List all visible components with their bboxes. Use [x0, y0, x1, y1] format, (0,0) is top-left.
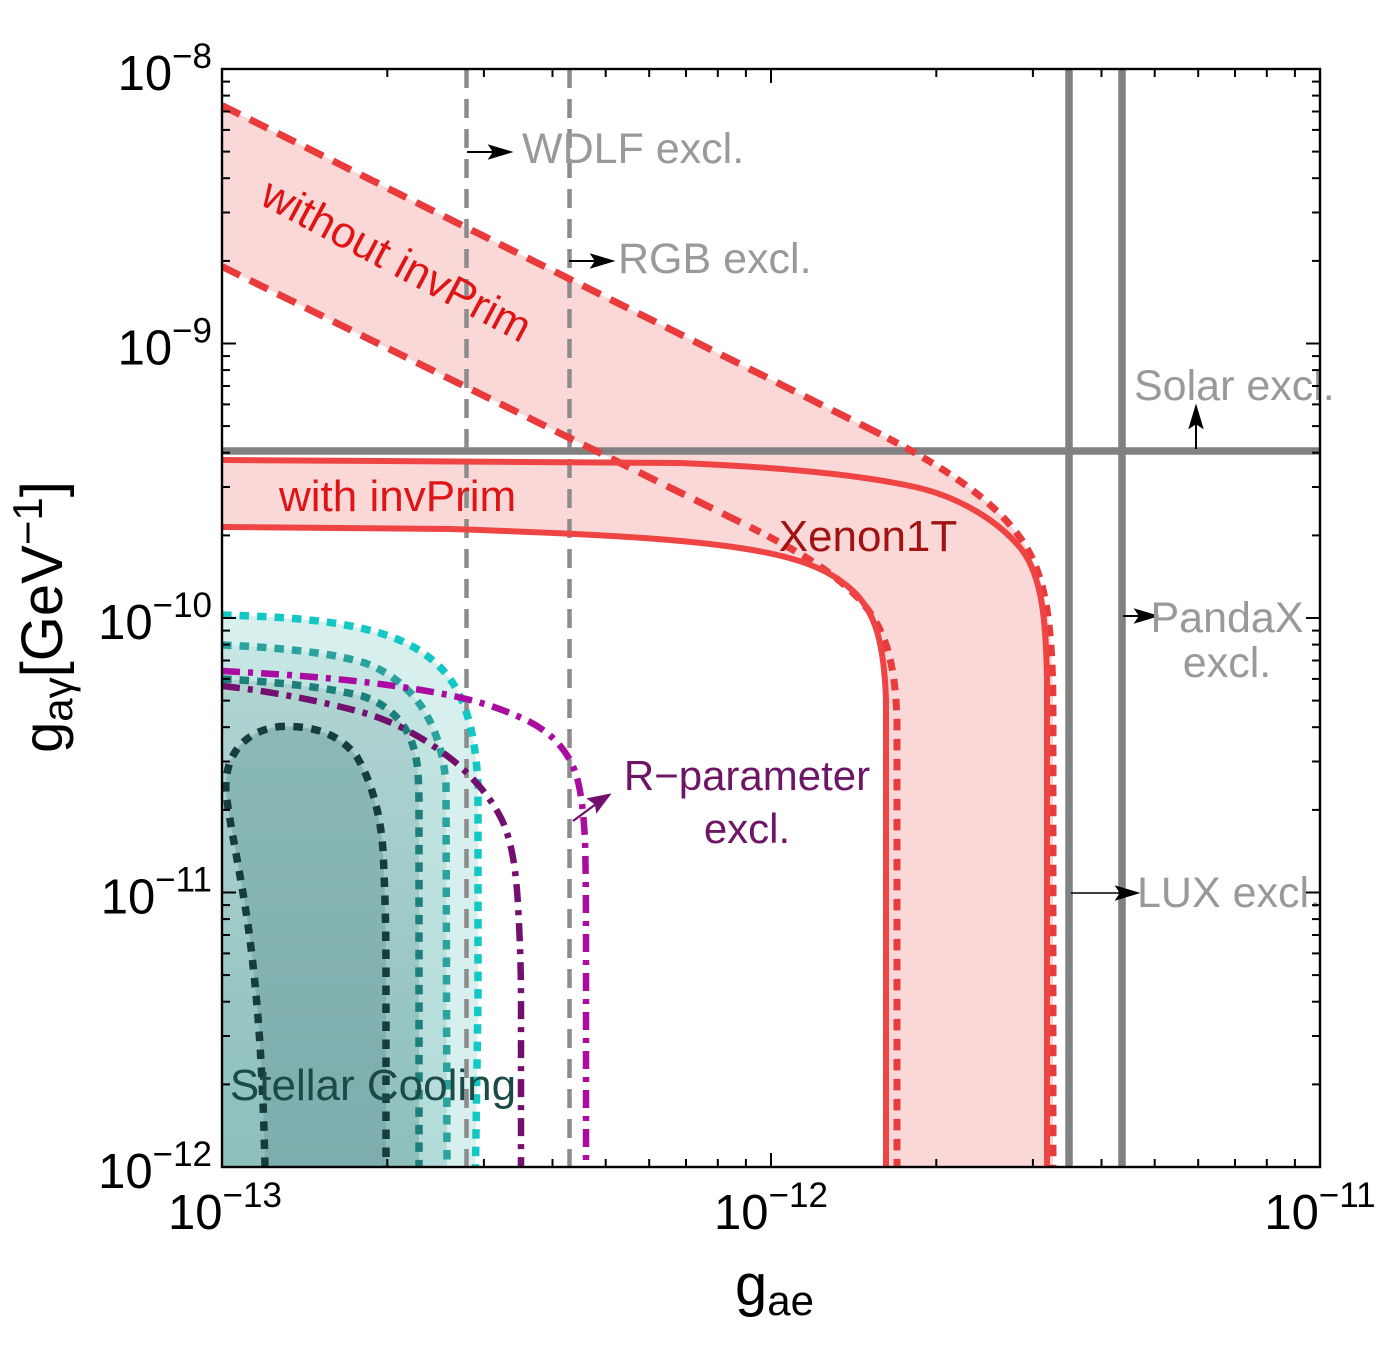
svg-text:10−11: 10−11: [1264, 1176, 1375, 1240]
svg-text:R−parameter: R−parameter: [624, 752, 870, 799]
svg-text:10−12: 10−12: [98, 1135, 212, 1199]
svg-text:10−9: 10−9: [118, 312, 212, 376]
svg-text:10−12: 10−12: [714, 1176, 828, 1240]
svg-text:excl.: excl.: [1183, 639, 1271, 687]
svg-text:Stellar Cooling: Stellar Cooling: [230, 1061, 516, 1110]
svg-text:Solar excl.: Solar excl.: [1134, 362, 1335, 410]
svg-text:10−10: 10−10: [98, 586, 212, 650]
svg-text:gaγ[GeV−1]: gaγ[GeV−1]: [4, 481, 81, 753]
svg-text:excl.: excl.: [704, 805, 790, 852]
svg-text:10−11: 10−11: [101, 861, 212, 925]
svg-text:PandaX: PandaX: [1150, 594, 1303, 642]
svg-text:gae: gae: [735, 1253, 814, 1324]
svg-text:10−13: 10−13: [168, 1176, 282, 1240]
svg-text:with invPrim: with invPrim: [278, 472, 516, 521]
svg-text:LUX excl.: LUX excl.: [1137, 869, 1321, 917]
svg-text:Xenon1T: Xenon1T: [779, 512, 958, 561]
svg-text:RGB excl.: RGB excl.: [618, 235, 812, 283]
svg-text:WDLF excl.: WDLF excl.: [522, 125, 744, 173]
svg-text:10−8: 10−8: [118, 37, 212, 101]
